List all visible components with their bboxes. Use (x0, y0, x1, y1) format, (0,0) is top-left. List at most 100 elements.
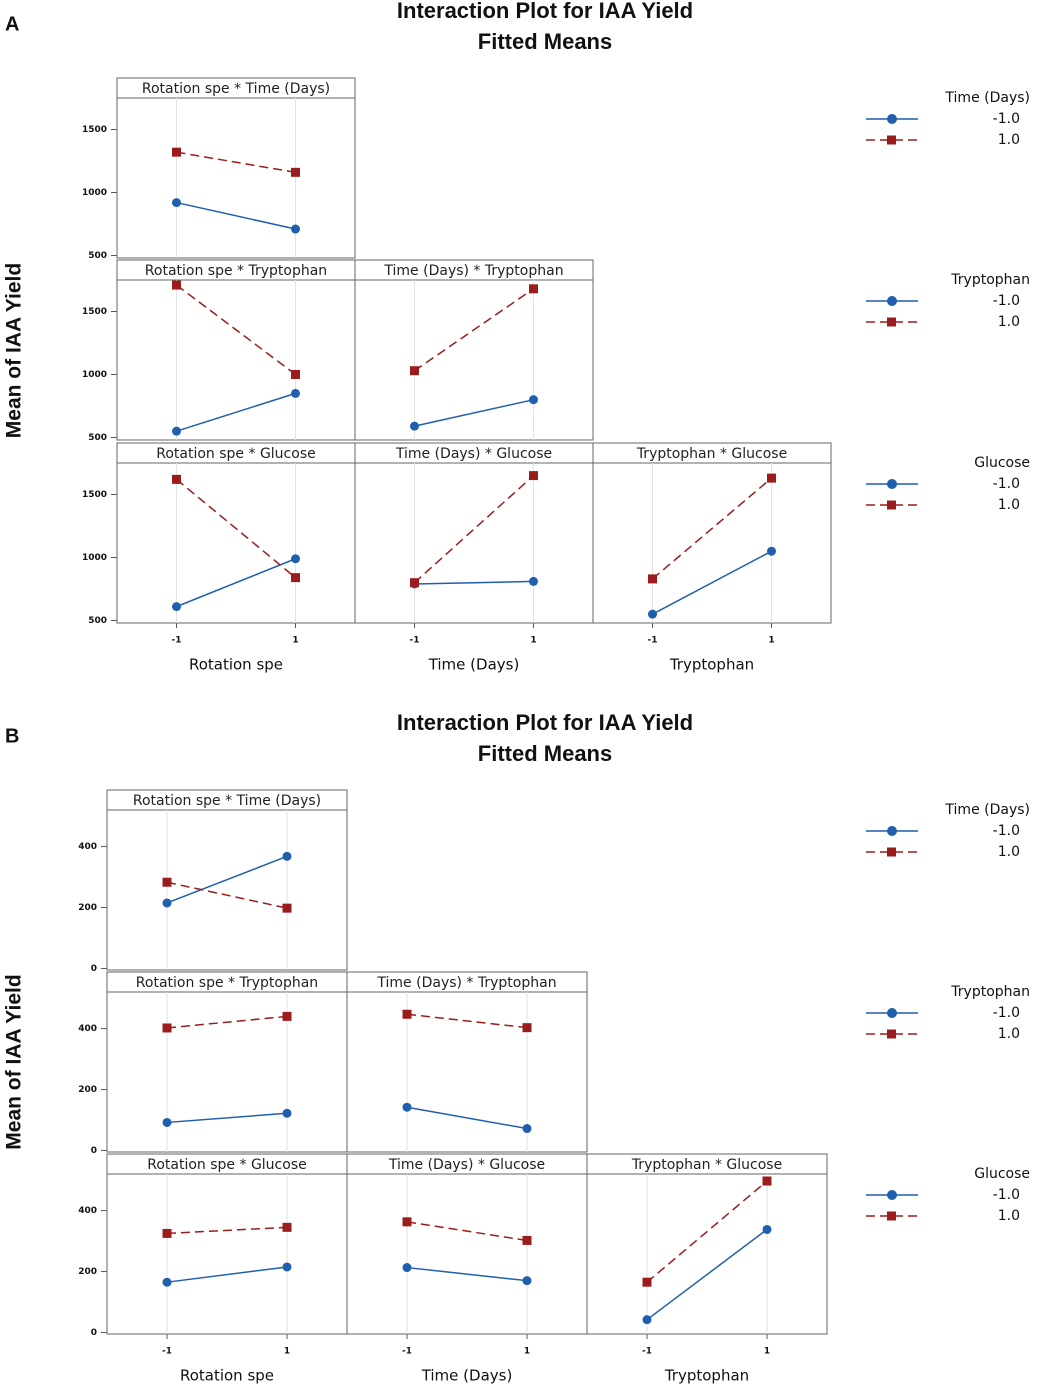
x-tick-label: 1 (284, 1347, 290, 1357)
point (642, 1315, 652, 1325)
legend-marker (887, 479, 897, 489)
panel-title: Rotation spe * Glucose (156, 446, 315, 462)
legend-label: 1.0 (998, 844, 1020, 860)
legend-marker (887, 114, 897, 124)
legend-title: Time (Days) (944, 90, 1030, 106)
series-line (176, 284, 296, 376)
panel-title: Time (Days) * Glucose (395, 446, 552, 462)
series-line (176, 151, 296, 174)
point (172, 602, 181, 612)
panel-frame (116, 97, 356, 259)
legend-label: -1.0 (993, 111, 1020, 127)
y-tick-label: 1000 (82, 553, 107, 563)
x-tick-label: -1 (172, 636, 182, 646)
series-line (652, 550, 772, 615)
legend-marker (887, 135, 896, 145)
legend-marker (887, 1029, 896, 1039)
series-line (414, 288, 534, 372)
legend-title: Tryptophan (950, 272, 1030, 288)
x-tick-label: 1 (524, 1347, 530, 1357)
x-axis-label: Rotation spe (189, 656, 283, 674)
legend-label: -1.0 (993, 476, 1020, 492)
x-tick-label: -1 (162, 1347, 172, 1357)
y-tick-label: 1500 (82, 125, 107, 135)
point (172, 147, 181, 157)
panel-title: Rotation spe * Time (Days) (133, 793, 321, 809)
series-line (166, 1015, 288, 1029)
legend-label: 1.0 (998, 314, 1020, 330)
point (529, 395, 538, 405)
point (172, 280, 181, 290)
panel-title: Time (Days) * Glucose (388, 1157, 545, 1173)
panel-title: Rotation spe * Glucose (147, 1157, 306, 1173)
panel-title: Time (Days) * Tryptophan (383, 263, 563, 279)
point (291, 554, 300, 564)
x-tick-label: -1 (648, 636, 658, 646)
y-tick-label: 400 (78, 842, 97, 852)
panel-frame (106, 991, 348, 1153)
y-tick-label: 1500 (82, 490, 107, 500)
x-tick-label: 1 (768, 636, 774, 646)
series-line (166, 881, 288, 909)
series-line (176, 478, 296, 579)
legend-marker (887, 847, 896, 857)
figure-title: Interaction Plot for IAA Yield (397, 710, 693, 735)
series-line (166, 1112, 288, 1124)
point (402, 1217, 412, 1227)
panel-frame (354, 462, 594, 624)
x-tick-label: -1 (402, 1347, 412, 1357)
y-tick-label: 400 (78, 1024, 97, 1034)
point (410, 578, 419, 588)
y-tick-label: 400 (78, 1206, 97, 1216)
point (291, 573, 300, 583)
panel-title: Tryptophan * Glucose (631, 1157, 782, 1173)
point (529, 284, 538, 294)
x-tick-label: -1 (642, 1347, 652, 1357)
legend-marker (887, 296, 897, 306)
point (522, 1023, 532, 1033)
x-tick-label: -1 (410, 636, 420, 646)
point (529, 471, 538, 481)
panel-frame (116, 279, 356, 441)
point (402, 1009, 412, 1019)
point (291, 224, 300, 234)
figure-title: Interaction Plot for IAA Yield (397, 0, 693, 23)
panel-frame (116, 462, 356, 624)
point (291, 369, 300, 379)
x-tick-label: 1 (764, 1347, 770, 1357)
legend-label: -1.0 (993, 823, 1020, 839)
point (282, 903, 292, 913)
x-axis-label: Time (Days) (421, 1367, 513, 1385)
series-line (176, 201, 296, 230)
point (762, 1224, 772, 1234)
legend-label: -1.0 (993, 1187, 1020, 1203)
legend-label: -1.0 (993, 1005, 1020, 1021)
figure-subtitle: Fitted Means (478, 741, 612, 766)
y-tick-label: 200 (78, 1085, 97, 1095)
legend-marker (887, 317, 896, 327)
point (162, 898, 172, 908)
y-tick-label: 0 (91, 1146, 97, 1156)
panel-title: Rotation spe * Tryptophan (136, 975, 318, 991)
y-tick-label: 1000 (82, 370, 107, 380)
series-line (406, 1266, 528, 1282)
point (767, 473, 776, 483)
legend-marker (887, 1190, 897, 1200)
panel-title: Rotation spe * Time (Days) (142, 81, 330, 97)
panel-title: Tryptophan * Glucose (636, 446, 787, 462)
y-tick-label: 200 (78, 903, 97, 913)
y-tick-label: 200 (78, 1267, 97, 1277)
figure-subtitle: Fitted Means (478, 29, 612, 54)
point (162, 877, 172, 887)
y-tick-label: 500 (88, 616, 107, 626)
series-line (176, 558, 296, 608)
point (282, 1011, 292, 1021)
x-tick-label: 1 (530, 636, 536, 646)
point (402, 1263, 412, 1273)
point (172, 474, 181, 484)
y-tick-label: 0 (91, 1328, 97, 1338)
point (282, 1222, 292, 1232)
point (282, 1108, 292, 1118)
point (522, 1124, 532, 1134)
